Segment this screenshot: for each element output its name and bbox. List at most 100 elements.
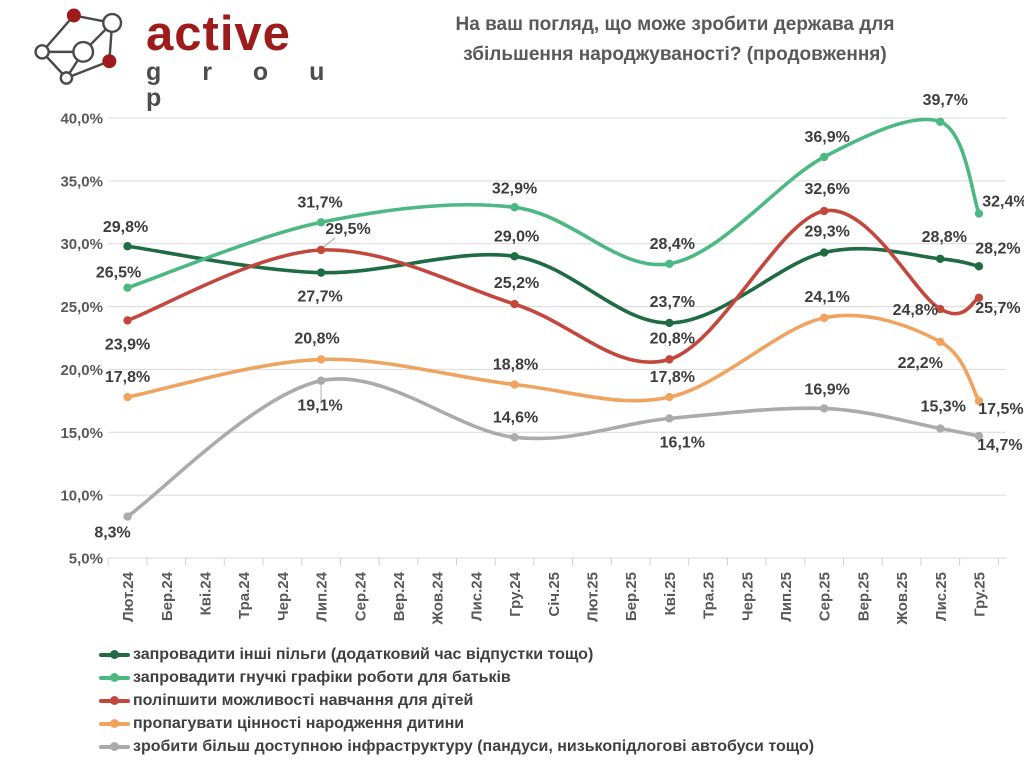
x-axis-month-label: Бер.24	[159, 571, 176, 621]
data-point-label: 16,1%	[660, 434, 705, 451]
data-point	[819, 248, 829, 257]
x-axis-month-label: Жов.24	[430, 571, 447, 625]
data-point	[316, 355, 326, 364]
chart-title: На ваш погляд, що може зробити держава д…	[328, 10, 1022, 70]
series-points-2	[123, 206, 984, 364]
data-point	[510, 252, 519, 261]
data-point-label: 19,1%	[297, 398, 342, 415]
chart-title-line-2: збільшення народжуваності? (продовження)	[463, 44, 887, 65]
data-point-label: 24,8%	[893, 302, 938, 319]
y-axis-tick-label: 15,0%	[60, 425, 103, 442]
data-point-label: 31,7%	[297, 194, 342, 211]
data-point	[510, 203, 519, 212]
data-point	[665, 355, 674, 364]
series-labels-1: 26,5% 31,7% 32,9% 28,4% 36,9% 39,7% 32,4%	[96, 92, 1024, 282]
legend-item-3: пропагувати цінності народження дитини	[99, 712, 814, 735]
x-axis-month-label: Вер.25	[855, 572, 872, 621]
x-axis-month-label: Січ.25	[546, 572, 563, 617]
legend-line-dot-icon	[99, 650, 130, 659]
x-axis-month-label: Лют.24	[120, 571, 137, 621]
series-points-1	[123, 117, 984, 292]
y-axis-tick-label: 10,0%	[60, 488, 103, 505]
legend-line-dot-icon	[99, 696, 130, 705]
data-point-label: 8,3%	[94, 525, 130, 542]
x-axis-month-label: Жов.25	[894, 572, 911, 626]
data-point	[510, 380, 519, 389]
data-point-label: 17,8%	[650, 369, 695, 386]
data-point-label: 29,8%	[103, 219, 148, 236]
data-point-label: 32,4%	[982, 194, 1024, 211]
data-point	[316, 268, 326, 277]
data-point-label: 14,7%	[977, 437, 1022, 454]
y-axis-tick-label: 40,0%	[60, 111, 103, 128]
x-axis-month-label: Чер.24	[275, 571, 292, 621]
data-point	[123, 392, 132, 402]
x-axis-month-label: Гру.25	[971, 572, 988, 617]
data-point	[316, 376, 326, 385]
series-line-1	[125, 117, 981, 290]
series-line-0	[125, 244, 981, 325]
data-point	[123, 316, 132, 325]
data-point	[510, 299, 519, 309]
data-point-label: 28,8%	[922, 229, 967, 246]
data-point	[510, 433, 519, 442]
data-label-leader-line	[321, 237, 336, 249]
x-axis-month-label: Бер.25	[623, 572, 640, 621]
data-point-label: 25,7%	[975, 300, 1020, 317]
gridlines: 40,0% 35,0% 30,0% 25,0% 20,0% 15,0% 10,0% 5,0%	[60, 111, 1006, 567]
x-axis-month-label: Лип.25	[778, 572, 795, 622]
brand-name-active: active	[146, 7, 291, 61]
data-point-label: 18,8%	[493, 357, 538, 374]
data-point	[819, 152, 829, 162]
data-point	[974, 293, 984, 302]
series-curve	[125, 377, 981, 519]
series-line-4	[125, 377, 981, 519]
legend-item-1: запровадити гнучкі графіки роботи для ба…	[99, 666, 814, 689]
legend-item-label: запровадити інші пільги (додатковий час …	[133, 645, 594, 663]
series-points-3	[123, 313, 984, 406]
data-point	[936, 337, 945, 346]
x-axis-month-label: Лют.25	[584, 572, 601, 622]
x-axis-month-label: Тра.25	[701, 572, 718, 619]
data-point-label: 20,8%	[294, 330, 339, 347]
brand-wordmark: active g r o u p	[146, 7, 346, 112]
data-point-label: 32,9%	[492, 180, 537, 197]
legend-line-dot-icon	[99, 742, 130, 751]
series-curve	[125, 313, 981, 403]
data-point-label: 24,1%	[804, 289, 849, 306]
data-point-label: 39,7%	[923, 92, 968, 109]
series-labels-2: 23,9% 29,5% 25,2% 20,8% 32,6% 24,8% 25,7%	[105, 181, 1021, 353]
series-points-4	[123, 376, 984, 521]
data-point-label: 29,5%	[325, 221, 370, 238]
data-point	[974, 431, 984, 441]
x-axis-month-label: Гру.24	[507, 571, 524, 616]
data-point	[316, 245, 326, 255]
x-axis-month-label: Лип.24	[314, 571, 331, 621]
series-labels-3: 17,8% 20,8% 18,8% 17,8% 24,1% 22,2% 17,5%	[105, 289, 1024, 418]
data-point-label: 16,9%	[804, 381, 849, 398]
data-point	[819, 313, 829, 323]
x-axis-month-label: Вер.24	[391, 571, 408, 621]
series-curve	[125, 244, 981, 325]
data-point-label: 17,8%	[105, 369, 150, 386]
data-point-label: 23,7%	[650, 294, 695, 311]
y-axis-tick-label: 35,0%	[60, 173, 103, 190]
network-nodes	[34, 8, 123, 85]
series-labels-0: 29,8% 27,7% 29,0% 23,7% 29,3% 28,8% 28,2%	[103, 219, 1021, 311]
data-point-label: 20,8%	[650, 330, 695, 347]
data-point	[123, 283, 132, 292]
legend-item-label: зробити більш доступною інфраструктуру (…	[133, 737, 815, 755]
legend-item-label: запровадити гнучкі графіки роботи для ба…	[133, 668, 511, 686]
data-point-label: 25,2%	[494, 275, 539, 292]
data-point-label: 15,3%	[921, 399, 966, 416]
data-point	[819, 404, 829, 413]
data-point	[123, 242, 132, 251]
data-point-label: 23,9%	[105, 336, 150, 353]
x-axis-month-label: Сер.24	[352, 571, 369, 621]
chart-legend: запровадити інші пільги (додатковий час …	[99, 643, 814, 758]
legend-item-label: пропагувати цінності народження дитини	[133, 714, 465, 732]
x-axis-month-label: Лис.25	[933, 572, 950, 621]
data-point	[123, 512, 132, 521]
